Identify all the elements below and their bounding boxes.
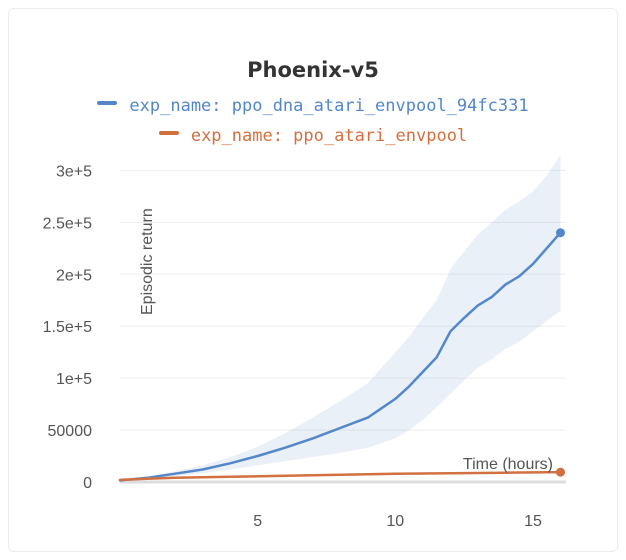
legend-swatch-ppo bbox=[158, 131, 179, 135]
legend-entry-dna[interactable]: exp_name: ppo_dna_atari_envpool_94fc331 bbox=[0, 96, 626, 116]
x-axis-label: Time (hours) bbox=[463, 456, 553, 473]
y-tick-label: 1e+5 bbox=[56, 371, 92, 388]
series-line-ppo bbox=[118, 470, 562, 482]
y-tick-label: 2.5e+5 bbox=[43, 215, 92, 232]
chart-card bbox=[8, 8, 618, 552]
y-tick-label: 50000 bbox=[48, 423, 93, 440]
y-tick-label: 3e+5 bbox=[56, 163, 92, 180]
y-tick-label: 1.5e+5 bbox=[43, 319, 92, 336]
series-line-dna bbox=[118, 231, 562, 482]
legend-swatch-dna bbox=[97, 101, 118, 105]
y-ticks: 0 50000 1e+5 1.5e+5 2e+5 2.5e+5 3e+5 bbox=[43, 163, 92, 492]
chart-title: Phoenix-v5 bbox=[247, 58, 379, 82]
grid-lines bbox=[120, 169, 566, 484]
x-tick-label: 5 bbox=[253, 513, 262, 530]
confidence-band bbox=[120, 154, 561, 482]
legend-label-dna: exp_name: ppo_dna_atari_envpool_94fc331 bbox=[129, 96, 529, 116]
x-tick-label: 15 bbox=[524, 513, 542, 530]
confidence-bands bbox=[120, 154, 561, 482]
x-ticks: 5 10 15 bbox=[253, 513, 542, 530]
y-tick-label: 0 bbox=[83, 475, 92, 492]
y-axis-label: Episodic return bbox=[139, 208, 156, 315]
series-end-marker-dna bbox=[555, 228, 565, 238]
series-end-marker-ppo bbox=[555, 467, 565, 477]
x-tick-label: 10 bbox=[386, 513, 404, 530]
series-lines bbox=[118, 228, 565, 482]
y-tick-label: 2e+5 bbox=[56, 267, 92, 284]
legend-entry-ppo[interactable]: exp_name: ppo_atari_envpool bbox=[0, 126, 626, 146]
legend-label-ppo: exp_name: ppo_atari_envpool bbox=[190, 126, 468, 146]
